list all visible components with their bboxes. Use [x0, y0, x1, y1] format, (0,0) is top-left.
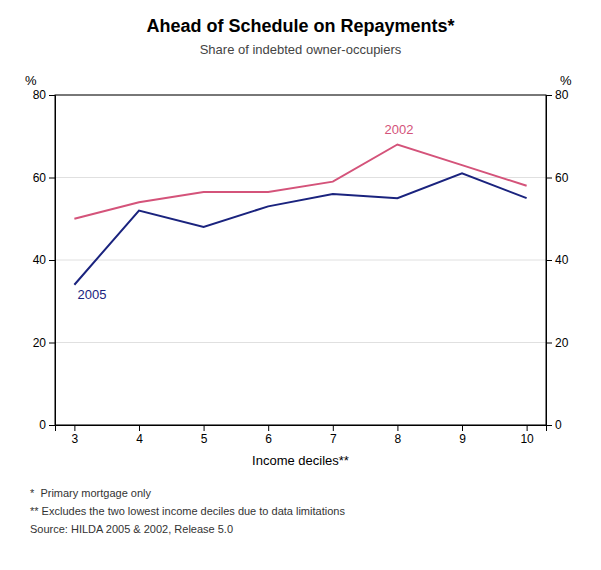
y2-tick: 80: [546, 88, 569, 102]
lines: [74, 145, 526, 285]
annotations: 2002 2005: [78, 122, 414, 302]
chart: Ahead of Schedule on Repayments* Share of…: [0, 0, 601, 570]
grid-line: [55, 342, 546, 343]
grid: [55, 95, 546, 425]
footnote: Source: HILDA 2005 & 2002, Release 5.0: [30, 523, 233, 535]
y2-tick-label: 40: [555, 253, 569, 267]
y2-tick-label: 20: [555, 336, 569, 350]
line-label: 2005: [78, 287, 107, 302]
x-tick-mark: [139, 425, 140, 431]
title: Ahead of Schedule on Repayments*: [146, 16, 454, 36]
y2-axis: 0 20 40 60 80: [546, 88, 569, 432]
x-tick-label: 5: [201, 432, 208, 446]
y-tick-label: 40: [33, 253, 47, 267]
x-axis: 3 4 5 6 7 8 9 10: [56, 425, 547, 446]
y-tick-mark: [49, 260, 55, 261]
plot-frame: [55, 95, 546, 425]
y-axis-line: [49, 96, 56, 426]
y2-axis-label: %: [560, 73, 572, 88]
line-label: 2002: [384, 122, 413, 137]
y-tick-mark: [49, 343, 55, 344]
y2-tick-label: 80: [555, 88, 569, 102]
y2-axis-line: [547, 96, 553, 426]
grid-line: [55, 260, 546, 261]
subtitle: Share of indebted owner-occupiers: [200, 42, 402, 57]
line: [74, 173, 526, 284]
y2-tick-mark: [546, 260, 552, 261]
y-tick: 60: [33, 171, 55, 185]
y2-tick: 20: [546, 336, 569, 350]
y2-tick: 60: [546, 171, 569, 185]
y2-tick-label: 0: [555, 418, 562, 432]
x-tick: 9: [459, 425, 466, 446]
x-axis-label: Income deciles**: [252, 453, 349, 468]
line: [74, 145, 526, 219]
x-tick: 10: [520, 425, 534, 446]
footnote: * Primary mortgage only: [30, 487, 152, 499]
y-tick-label: 0: [39, 418, 46, 432]
y2-tick-mark: [546, 95, 552, 96]
y2-tick-mark: [546, 178, 552, 179]
x-tick: 4: [136, 425, 143, 446]
y-tick: 0: [39, 418, 55, 432]
x-tick-label: 8: [395, 432, 402, 446]
x-tick-mark: [74, 425, 75, 431]
x-tick-mark: [397, 425, 398, 431]
x-tick-mark: [527, 425, 528, 431]
y2-tick: 0: [546, 418, 562, 432]
x-tick-label: 3: [72, 432, 79, 446]
y-tick: 40: [33, 253, 55, 267]
x-tick-mark: [333, 425, 334, 431]
x-tick: 3: [72, 425, 79, 446]
y-tick-label: 60: [33, 171, 47, 185]
plot-area: 3 4 5 6 7 8 9 10 0 20 40 60 80 0 20 40 60 80 2002 2005: [33, 88, 569, 445]
y2-tick: 40: [546, 253, 569, 267]
y-tick: 80: [33, 88, 55, 102]
y2-tick-mark: [546, 425, 552, 426]
y-axis: 0 20 40 60 80: [33, 88, 56, 432]
x-tick: 6: [265, 425, 272, 446]
y2-tick-mark: [546, 343, 552, 344]
footnote: ** Excludes the two lowest income decile…: [30, 505, 345, 517]
x-tick: 5: [201, 425, 208, 446]
x-axis-line: [56, 426, 547, 432]
x-tick-mark: [462, 425, 463, 431]
x-tick-mark: [268, 425, 269, 431]
x-tick-label: 9: [459, 432, 466, 446]
x-tick-label: 6: [265, 432, 272, 446]
x-tick-label: 7: [330, 432, 337, 446]
x-tick-label: 10: [520, 432, 534, 446]
y-tick-label: 20: [33, 336, 47, 350]
y-tick-mark: [49, 178, 55, 179]
x-tick-mark: [204, 425, 205, 431]
x-tick-label: 4: [136, 432, 143, 446]
y2-tick-label: 60: [555, 171, 569, 185]
x-tick: 7: [330, 425, 337, 446]
y-axis-label: %: [25, 73, 37, 88]
y-tick-mark: [49, 95, 55, 96]
x-tick: 8: [395, 425, 402, 446]
y-tick: 20: [33, 336, 55, 350]
y-tick-mark: [49, 425, 55, 426]
y-tick-label: 80: [33, 88, 47, 102]
